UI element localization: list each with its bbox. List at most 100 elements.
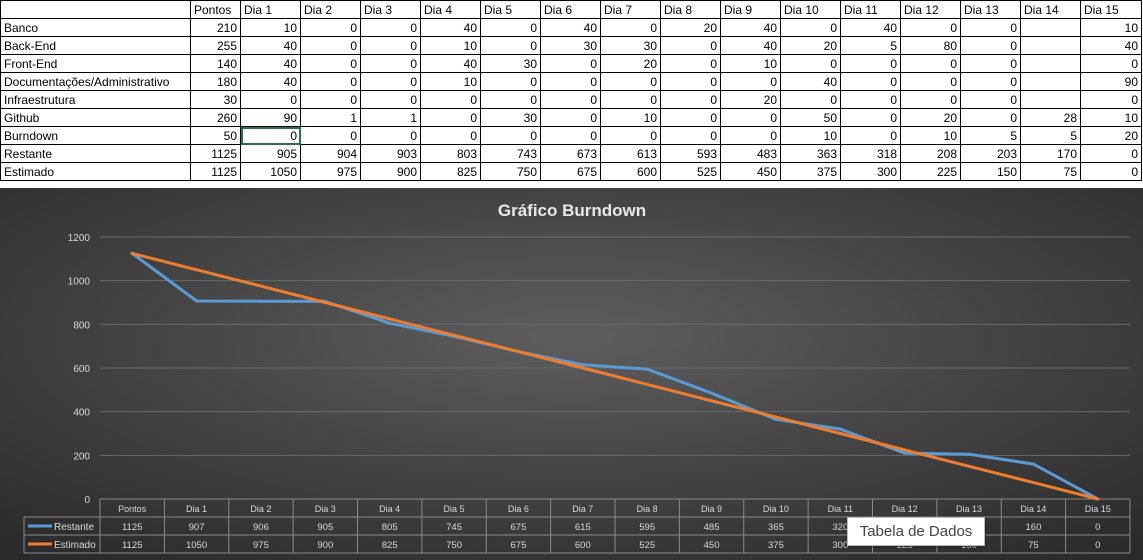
data-point-restante[interactable]: [1031, 462, 1035, 466]
data-point-estimado[interactable]: [967, 464, 971, 468]
cell[interactable]: [1020, 18, 1081, 37]
cell[interactable]: 0: [1080, 90, 1142, 109]
cell[interactable]: 975: [300, 162, 361, 181]
column-header[interactable]: Pontos: [190, 0, 241, 19]
data-point-estimado[interactable]: [774, 415, 778, 419]
cell[interactable]: 0: [600, 90, 661, 109]
cell[interactable]: 0: [960, 54, 1021, 73]
cell[interactable]: 140: [190, 54, 241, 73]
cell[interactable]: 600: [600, 162, 661, 181]
chart-area[interactable]: [0, 188, 1143, 560]
cell[interactable]: 1: [360, 108, 421, 127]
cell[interactable]: 5: [960, 126, 1021, 145]
column-header[interactable]: Dia 9: [720, 0, 781, 19]
row-label[interactable]: Documentações/Administrativo: [0, 72, 191, 91]
data-point-estimado[interactable]: [710, 399, 714, 403]
cell[interactable]: 10: [780, 126, 841, 145]
cell[interactable]: 750: [480, 162, 541, 181]
cell[interactable]: [1020, 36, 1081, 55]
cell[interactable]: 0: [840, 72, 901, 91]
burndown-chart[interactable]: Gráfico Burndown 0 200 400 600 800 1000 1200 P…: [0, 188, 1143, 560]
cell[interactable]: 20: [900, 108, 961, 127]
column-header[interactable]: Dia 3: [360, 0, 421, 19]
cell[interactable]: 0: [840, 108, 901, 127]
cell[interactable]: 20: [600, 54, 661, 73]
cell[interactable]: 803: [420, 144, 481, 163]
column-header[interactable]: Dia 6: [540, 0, 601, 19]
cell[interactable]: 0: [600, 18, 661, 37]
column-header[interactable]: Dia 10: [780, 0, 841, 19]
cell[interactable]: 0: [660, 54, 721, 73]
cell[interactable]: 10: [900, 126, 961, 145]
cell[interactable]: 28: [1020, 108, 1081, 127]
cell[interactable]: 40: [240, 36, 301, 55]
cell[interactable]: 0: [360, 126, 421, 145]
data-point-estimado[interactable]: [259, 284, 263, 288]
cell[interactable]: 203: [960, 144, 1021, 163]
cell[interactable]: 0: [900, 90, 961, 109]
cell[interactable]: 0: [480, 18, 541, 37]
cell[interactable]: 450: [720, 162, 781, 181]
cell[interactable]: 90: [240, 108, 301, 127]
column-header[interactable]: Dia 14: [1020, 0, 1081, 19]
data-point-restante[interactable]: [967, 452, 971, 456]
cell[interactable]: 225: [900, 162, 961, 181]
column-header[interactable]: Dia 7: [600, 0, 661, 19]
cell[interactable]: 0: [240, 126, 301, 145]
data-point-restante[interactable]: [903, 451, 907, 455]
column-header[interactable]: Dia 12: [900, 0, 961, 19]
cell[interactable]: 743: [480, 144, 541, 163]
cell[interactable]: 1: [300, 108, 361, 127]
cell[interactable]: 0: [660, 126, 721, 145]
cell[interactable]: 300: [840, 162, 901, 181]
data-point-estimado[interactable]: [838, 432, 842, 435]
cell[interactable]: 30: [540, 36, 601, 55]
data-point-restante[interactable]: [388, 321, 392, 325]
cell[interactable]: 0: [840, 90, 901, 109]
cell[interactable]: 0: [960, 108, 1021, 127]
cell[interactable]: 483: [720, 144, 781, 163]
cell[interactable]: 0: [720, 108, 781, 127]
cell[interactable]: 0: [360, 54, 421, 73]
cell[interactable]: 30: [480, 108, 541, 127]
cell[interactable]: [1020, 90, 1081, 109]
cell[interactable]: 0: [960, 90, 1021, 109]
row-label[interactable]: Front-End: [0, 54, 191, 73]
cell[interactable]: 20: [660, 18, 721, 37]
data-point-estimado[interactable]: [195, 268, 199, 272]
data-point-estimado[interactable]: [903, 448, 907, 452]
cell[interactable]: 90: [1080, 72, 1142, 91]
cell[interactable]: 0: [360, 90, 421, 109]
cell[interactable]: 375: [780, 162, 841, 181]
cell[interactable]: 0: [540, 126, 601, 145]
cell[interactable]: 50: [190, 126, 241, 145]
cell[interactable]: 0: [1080, 54, 1142, 73]
data-point-estimado[interactable]: [581, 366, 585, 370]
data-point-estimado[interactable]: [388, 317, 392, 321]
cell[interactable]: 613: [600, 144, 661, 163]
column-header[interactable]: Dia 1: [240, 0, 301, 19]
cell[interactable]: 0: [300, 36, 361, 55]
cell[interactable]: 208: [900, 144, 961, 163]
data-point-estimado[interactable]: [1031, 481, 1035, 485]
data-point-restante[interactable]: [645, 367, 649, 371]
cell[interactable]: 40: [540, 18, 601, 37]
cell[interactable]: 40: [420, 54, 481, 73]
cell[interactable]: 30: [600, 36, 661, 55]
cell[interactable]: 0: [840, 54, 901, 73]
data-point-restante[interactable]: [838, 427, 842, 431]
cell[interactable]: 30: [480, 54, 541, 73]
cell[interactable]: 0: [900, 18, 961, 37]
cell[interactable]: 0: [660, 90, 721, 109]
cell[interactable]: 40: [840, 18, 901, 37]
row-label[interactable]: Infraestrutura: [0, 90, 191, 109]
column-header[interactable]: Dia 2: [300, 0, 361, 19]
cell[interactable]: 80: [900, 36, 961, 55]
cell[interactable]: 0: [780, 54, 841, 73]
cell[interactable]: 0: [360, 36, 421, 55]
cell[interactable]: 0: [480, 126, 541, 145]
cell[interactable]: 0: [660, 108, 721, 127]
data-point-estimado[interactable]: [452, 333, 456, 337]
cell[interactable]: 0: [780, 18, 841, 37]
cell[interactable]: 0: [420, 126, 481, 145]
